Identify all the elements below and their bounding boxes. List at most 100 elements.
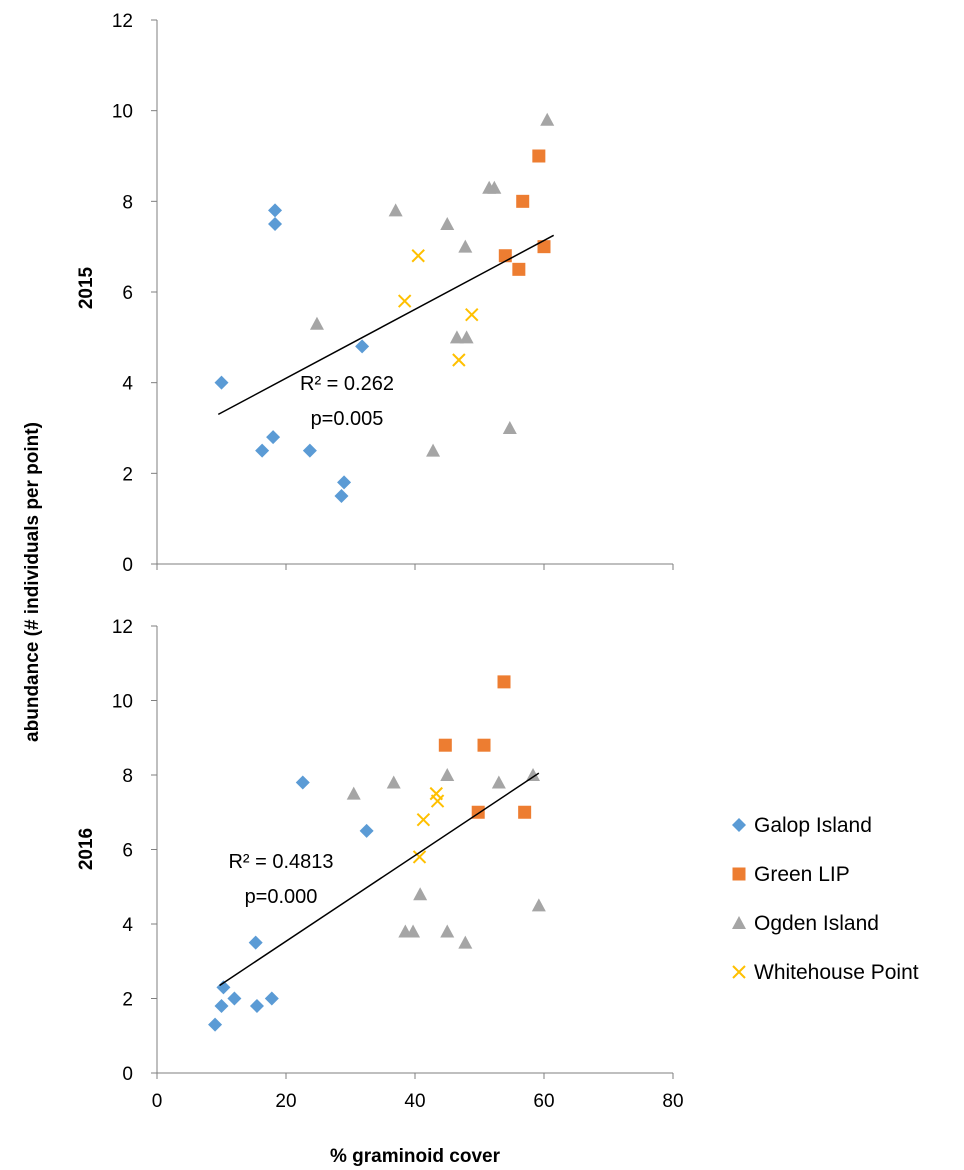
legend-item-whitehouse-point: Whitehouse Point bbox=[732, 961, 919, 984]
y-tick-label: 8 bbox=[122, 192, 133, 213]
legend-label: Ogden Island bbox=[754, 912, 879, 935]
data-point bbox=[334, 489, 349, 503]
legend-item-green-lip: Green LIP bbox=[732, 863, 850, 886]
legend-label: Green LIP bbox=[754, 863, 850, 886]
data-point bbox=[526, 768, 541, 781]
series-galop-island bbox=[208, 775, 374, 1032]
x-tick-label: 20 bbox=[275, 1091, 296, 1112]
data-point bbox=[440, 924, 455, 938]
chart-panel-2015: 0 2 4 6 8 10 12 2015 R² = 0.262 p=0.005 bbox=[76, 11, 674, 576]
data-point bbox=[346, 786, 361, 800]
data-point bbox=[498, 249, 512, 263]
y-tick-label: 6 bbox=[122, 841, 133, 862]
series-whitehouse-point bbox=[412, 786, 445, 864]
data-point bbox=[388, 203, 403, 217]
y-tick-label: 0 bbox=[122, 1064, 133, 1085]
data-point bbox=[266, 430, 281, 445]
data-point bbox=[214, 375, 229, 390]
data-point bbox=[208, 1017, 223, 1032]
data-point bbox=[386, 775, 401, 789]
legend-marker-icon bbox=[732, 916, 746, 929]
data-point bbox=[355, 339, 370, 354]
data-point bbox=[459, 330, 474, 344]
trendline bbox=[219, 772, 540, 987]
panel-year-label: 2015 bbox=[76, 266, 97, 309]
data-point bbox=[487, 180, 502, 194]
data-point bbox=[497, 675, 511, 689]
data-point bbox=[440, 768, 455, 781]
data-point bbox=[227, 991, 242, 1006]
data-point bbox=[268, 203, 283, 218]
data-point bbox=[502, 421, 517, 434]
data-point bbox=[477, 738, 491, 752]
data-point bbox=[491, 775, 506, 789]
chart-panel-2016: 0 2 4 6 8 10 12 0 20 40 60 80 2016 R² = 0.4813 p=0.000 bbox=[76, 617, 684, 1112]
trendline bbox=[217, 234, 555, 416]
y-tick-label: 4 bbox=[122, 915, 133, 936]
y-tick-label: 10 bbox=[112, 102, 133, 123]
data-point bbox=[337, 475, 352, 490]
data-point bbox=[465, 307, 479, 322]
data-point bbox=[406, 924, 421, 938]
r-squared-annotation: R² = 0.262 bbox=[300, 373, 394, 395]
y-tick-label: 8 bbox=[122, 766, 133, 787]
data-point bbox=[302, 443, 317, 458]
data-point bbox=[458, 239, 473, 253]
data-point bbox=[248, 935, 263, 950]
y-tick-label: 0 bbox=[122, 555, 133, 576]
data-point bbox=[516, 194, 530, 208]
p-value-annotation: p=0.000 bbox=[245, 886, 318, 908]
data-point bbox=[449, 330, 464, 344]
series-ogden-island bbox=[309, 112, 555, 457]
data-point bbox=[440, 217, 455, 230]
series-galop-island bbox=[214, 203, 370, 503]
data-point bbox=[295, 775, 310, 790]
data-point bbox=[255, 443, 270, 458]
x-tick-label: 80 bbox=[662, 1091, 683, 1112]
data-point bbox=[426, 443, 441, 457]
data-point bbox=[268, 217, 283, 231]
legend-marker-icon bbox=[732, 818, 746, 832]
legend-label: Galop Island bbox=[754, 814, 872, 837]
legend-label: Whitehouse Point bbox=[754, 961, 919, 984]
data-point bbox=[309, 316, 324, 330]
x-tick-label: 0 bbox=[152, 1091, 163, 1112]
x-axis-title: % graminoid cover bbox=[330, 1146, 501, 1167]
series-green-lip bbox=[438, 675, 532, 819]
data-point bbox=[518, 805, 532, 819]
data-point bbox=[214, 998, 229, 1013]
data-point bbox=[532, 149, 546, 163]
y-tick-label: 12 bbox=[112, 617, 133, 638]
data-point bbox=[264, 991, 279, 1006]
r-squared-annotation: R² = 0.4813 bbox=[228, 851, 333, 873]
data-point bbox=[397, 294, 412, 308]
y-tick-label: 12 bbox=[112, 11, 133, 32]
data-point bbox=[438, 738, 452, 752]
chart-legend: Galop Island Green LIP Ogden Island Whiteho… bbox=[732, 814, 919, 984]
y-tick-label: 10 bbox=[112, 692, 133, 713]
data-point bbox=[249, 998, 264, 1013]
data-point bbox=[359, 823, 374, 838]
data-point bbox=[540, 112, 555, 126]
data-point bbox=[430, 794, 445, 808]
data-point bbox=[216, 980, 231, 995]
data-point bbox=[452, 353, 466, 367]
x-tick-label: 60 bbox=[533, 1091, 554, 1112]
data-point bbox=[411, 249, 425, 263]
data-point bbox=[416, 812, 431, 827]
legend-marker-icon bbox=[732, 867, 746, 881]
panel-year-label: 2016 bbox=[76, 828, 97, 870]
y-axis-title: abundance (# individuals per point) bbox=[22, 422, 43, 742]
legend-item-galop-island: Galop Island bbox=[732, 814, 872, 837]
y-tick-label: 6 bbox=[122, 283, 133, 304]
data-point bbox=[413, 887, 428, 901]
data-point bbox=[458, 935, 473, 949]
data-point bbox=[412, 850, 427, 864]
x-tick-label: 40 bbox=[404, 1091, 425, 1112]
data-point bbox=[531, 898, 546, 912]
series-whitehouse-point bbox=[397, 249, 479, 367]
p-value-annotation: p=0.005 bbox=[311, 408, 384, 430]
legend-item-ogden-island: Ogden Island bbox=[732, 912, 879, 935]
